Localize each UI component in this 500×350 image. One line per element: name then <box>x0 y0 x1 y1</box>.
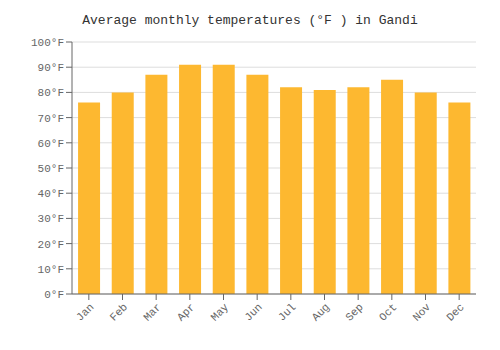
svg-text:10°F: 10°F <box>38 264 64 276</box>
svg-text:0°F: 0°F <box>44 289 64 301</box>
svg-text:Nov: Nov <box>411 301 434 324</box>
svg-text:60°F: 60°F <box>38 138 64 150</box>
svg-text:30°F: 30°F <box>38 213 64 225</box>
svg-text:100°F: 100°F <box>31 37 64 49</box>
svg-text:70°F: 70°F <box>38 113 64 125</box>
svg-text:Dec: Dec <box>444 301 466 323</box>
svg-text:Apr: Apr <box>175 301 197 323</box>
svg-text:Feb: Feb <box>108 301 130 323</box>
svg-text:40°F: 40°F <box>38 188 64 200</box>
svg-text:Jan: Jan <box>74 301 96 323</box>
svg-text:Jun: Jun <box>242 301 264 323</box>
svg-text:May: May <box>209 301 232 324</box>
html-text:Average monthly temperatures (: Average monthly temperatures (°F ) in Ga… <box>82 13 418 28</box>
svg-text:90°F: 90°F <box>38 62 64 74</box>
svg-text:Mar: Mar <box>141 301 163 323</box>
svg-text:Jul: Jul <box>276 301 298 323</box>
svg-text:50°F: 50°F <box>38 163 64 175</box>
svg-text:80°F: 80°F <box>38 87 64 99</box>
svg-text:20°F: 20°F <box>38 239 64 251</box>
svg-text:Aug: Aug <box>310 301 332 323</box>
svg-text:Oct: Oct <box>377 301 399 323</box>
svg-text:Sep: Sep <box>343 301 365 323</box>
